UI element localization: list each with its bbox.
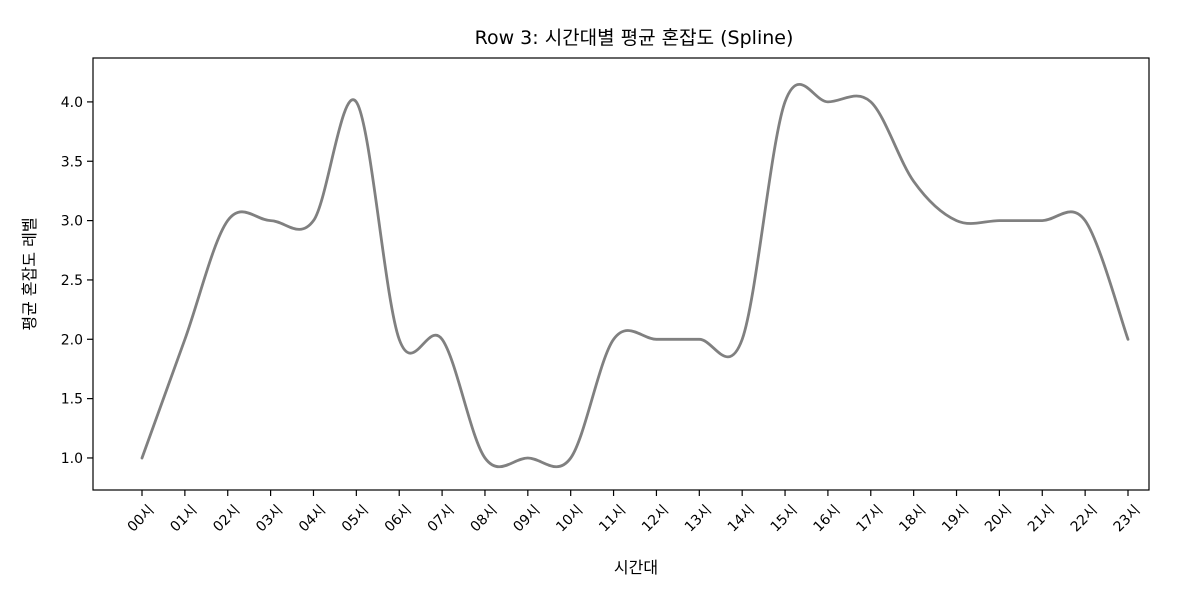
x-axis-label: 시간대: [614, 558, 658, 577]
x-tick-label: 13시: [682, 502, 715, 535]
x-tick-label: 03시: [253, 502, 286, 535]
x-tick-label: 22시: [1068, 502, 1101, 535]
x-tick-label: 05시: [339, 502, 372, 535]
x-tick-label: 21시: [1025, 502, 1058, 535]
x-tick-label: 20시: [982, 502, 1015, 535]
x-tick-label: 08시: [468, 502, 501, 535]
x-tick-label: 19시: [939, 502, 972, 535]
y-tick-label: 2.0: [61, 332, 83, 348]
x-tick-label: 07시: [425, 502, 458, 535]
y-tick-label: 3.0: [61, 214, 83, 230]
x-tick-label: 18시: [896, 502, 929, 535]
x-tick-label: 04시: [296, 502, 329, 535]
y-tick-label: 1.0: [61, 451, 83, 467]
x-tick-label: 11시: [596, 502, 629, 535]
y-tick-label: 1.5: [61, 392, 83, 408]
x-tick-label: 01시: [167, 502, 200, 535]
x-tick-label: 23시: [1111, 502, 1144, 535]
x-tick-label: 12시: [639, 502, 672, 535]
x-tick-label: 17시: [853, 502, 886, 535]
x-tick-label: 00시: [125, 502, 158, 535]
y-tick-label: 3.5: [61, 154, 83, 170]
x-tick-label: 15시: [768, 502, 801, 535]
x-tick-label: 14시: [725, 502, 758, 535]
x-tick-label: 10시: [553, 502, 586, 535]
y-axis-label: 평균 혼잡도 레벨: [20, 217, 39, 330]
y-tick-label: 2.5: [61, 273, 83, 289]
plot-area-frame: [92, 57, 1150, 491]
x-tick-label: 16시: [811, 502, 844, 535]
chart-title: Row 3: 시간대별 평균 혼잡도 (Spline): [475, 27, 794, 49]
y-axis-ticks: 1.0 1.5 2.0 2.5 3.0 3.5 4.0: [61, 95, 93, 467]
x-tick-label: 02시: [210, 502, 243, 535]
x-tick-label: 09시: [510, 502, 543, 535]
y-tick-label: 4.0: [61, 95, 83, 111]
series-line-spline: [140, 83, 1130, 469]
x-tick-label: 06시: [382, 502, 415, 535]
x-axis-ticks: 00시 01시 02시 03시 04시 05시 06시 07시 08시 09시 10시 11시 12시 1…: [125, 490, 1144, 535]
